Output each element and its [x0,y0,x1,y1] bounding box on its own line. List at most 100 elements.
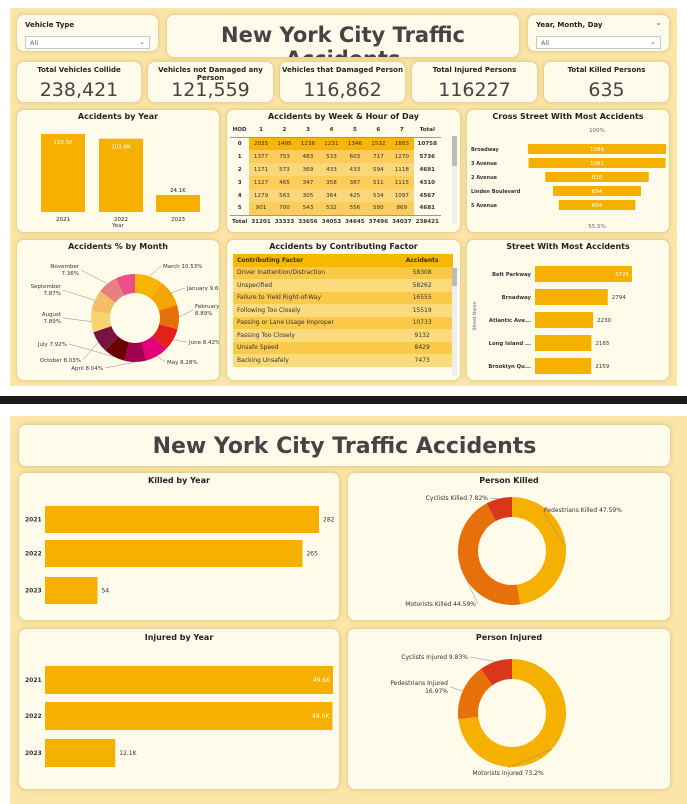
column-header[interactable]: 5 [343,124,367,138]
column-header[interactable]: 2 [272,124,297,138]
person-killed-donut: Pedestrians Killed 47.59% Motorists Kille… [405,495,622,608]
x-axis-label: Year [112,223,124,229]
page-title: New York City Traffic Accidents [221,23,465,57]
table-cell: 387 [343,176,367,189]
funnel-top-label: 100% [589,128,605,134]
date-dropdown[interactable]: All ⌄ [536,36,661,49]
slice-label: August [42,312,62,318]
table-cell: 8429 [414,344,430,352]
table-cell: Passing or Lane Usage Improper [237,319,334,327]
funnel-bar [558,200,636,210]
table-cell: 33656 [296,214,320,228]
killed-by-year-card: Killed by Year 2021 282 2022 265 2023 54 [18,472,340,621]
data-label: 265 [306,551,318,558]
date-slicer-value: All [541,39,550,47]
table-row: Unsafe Speed 8429 [233,341,453,354]
donut-slice [91,310,112,333]
donut-slice [135,274,163,299]
scroll-thumb[interactable] [452,268,457,286]
table-cell: 532 [319,202,344,215]
table-cell: Failure to Yield Right-of-Way [237,294,321,302]
chart-title: Injured by Year [144,633,214,642]
vehicle-type-dropdown[interactable]: All ⌄ [25,36,150,49]
bar [156,194,200,212]
slice-label: Cyclists Killed 7.82% [426,495,489,502]
page-title: New York City Traffic Accidents [152,434,537,459]
column-header[interactable]: Contributing Factor [233,254,392,267]
bar [535,266,632,282]
leader-line [449,686,463,692]
kpi-value: 121,559 [171,79,250,101]
donut-slice [115,274,135,296]
data-label: 282 [323,517,335,524]
donut-slice [458,659,566,767]
kpi-value: 116227 [438,79,511,101]
column-header[interactable]: Total [413,124,441,138]
table-cell: 433 [343,163,367,176]
column-header[interactable]: 4 [319,124,344,138]
scrollbar[interactable] [452,268,457,376]
data-label: 1089 [590,147,604,153]
table-cell: 4681 [419,205,436,212]
table-cell: 556 [343,202,367,215]
donut-slice [158,304,179,330]
leader-line [156,355,166,363]
chevron-down-icon[interactable]: ⌄ [650,38,656,46]
table-cell: Unsafe Speed [237,344,279,352]
bar [45,577,98,604]
slice-label: 7.89% [44,319,61,325]
column-header[interactable]: 3 [296,124,320,138]
category-label: 2023 [25,588,42,595]
column-header[interactable]: 7 [390,124,414,138]
kpi-value: 635 [588,79,625,101]
slice-label: Pedestrians Killed 47.59% [544,507,622,514]
category-label: 2 Avenue [471,175,498,181]
bar [45,540,303,567]
contributing-factor-table: Contributing Factor Accidents Driver Inatt… [233,254,453,367]
table-cell: 1883 [390,137,414,150]
slice-label: November [50,264,79,270]
table-cell: 16555 [412,294,432,302]
date-slicer[interactable]: Year, Month, Day ⌄ All ⌄ [527,14,670,52]
vehicle-type-value: All [30,39,39,47]
category-label: 3 Avenue [471,161,498,167]
funnel-bar [528,144,666,154]
column-header[interactable]: 6 [366,124,391,138]
data-label: 49.6K [313,677,331,684]
funnel-bar [528,158,666,168]
y-axis-label: Street Name [472,302,478,331]
funnel-bar [553,186,641,196]
table-cell: 1231 [319,137,344,150]
cross-street-funnel: 100% 55.5% 1089 Broadway 1081 3 Avenue 816 2 Av… [471,128,666,230]
column-header[interactable]: 1 [249,124,273,138]
title-card-2: New York City Traffic Accidents [18,424,671,467]
table-cell: 1270 [390,150,414,163]
kpi-label: Total Vehicles Collide [37,66,121,74]
vehicle-type-slicer[interactable]: Vehicle Type All ⌄ [16,14,159,52]
kpi-card: Total Killed Persons 635 [543,61,670,103]
table-cell: 753 [272,150,297,163]
chevron-down-icon[interactable]: ⌄ [655,18,662,27]
scroll-thumb[interactable] [452,136,457,166]
leader-line [68,343,115,358]
table-cell: 3 [237,179,242,186]
donut-slice [480,659,512,686]
donut-slice [458,668,493,720]
column-header[interactable]: Accidents [391,254,453,267]
donut-slice [93,326,119,351]
table-cell: 2 [237,166,242,173]
data-label: 54 [101,588,109,595]
bar [535,289,608,305]
header-row: HOD 1 2 3 4 5 6 7 Total [230,124,441,138]
chevron-down-icon[interactable]: ⌄ [139,38,145,46]
kpi-label: Vehicles not Damaged any Person [158,66,263,82]
bar [535,312,594,328]
table-cell: 465 [272,176,297,189]
data-label: 2159 [595,364,609,370]
table-cell: 483 [296,150,320,163]
scrollbar[interactable] [452,136,457,224]
category-label: Atlantic Ave... [489,318,531,324]
column-header[interactable]: HOD [230,124,250,138]
table-cell: 1279 [249,189,273,202]
